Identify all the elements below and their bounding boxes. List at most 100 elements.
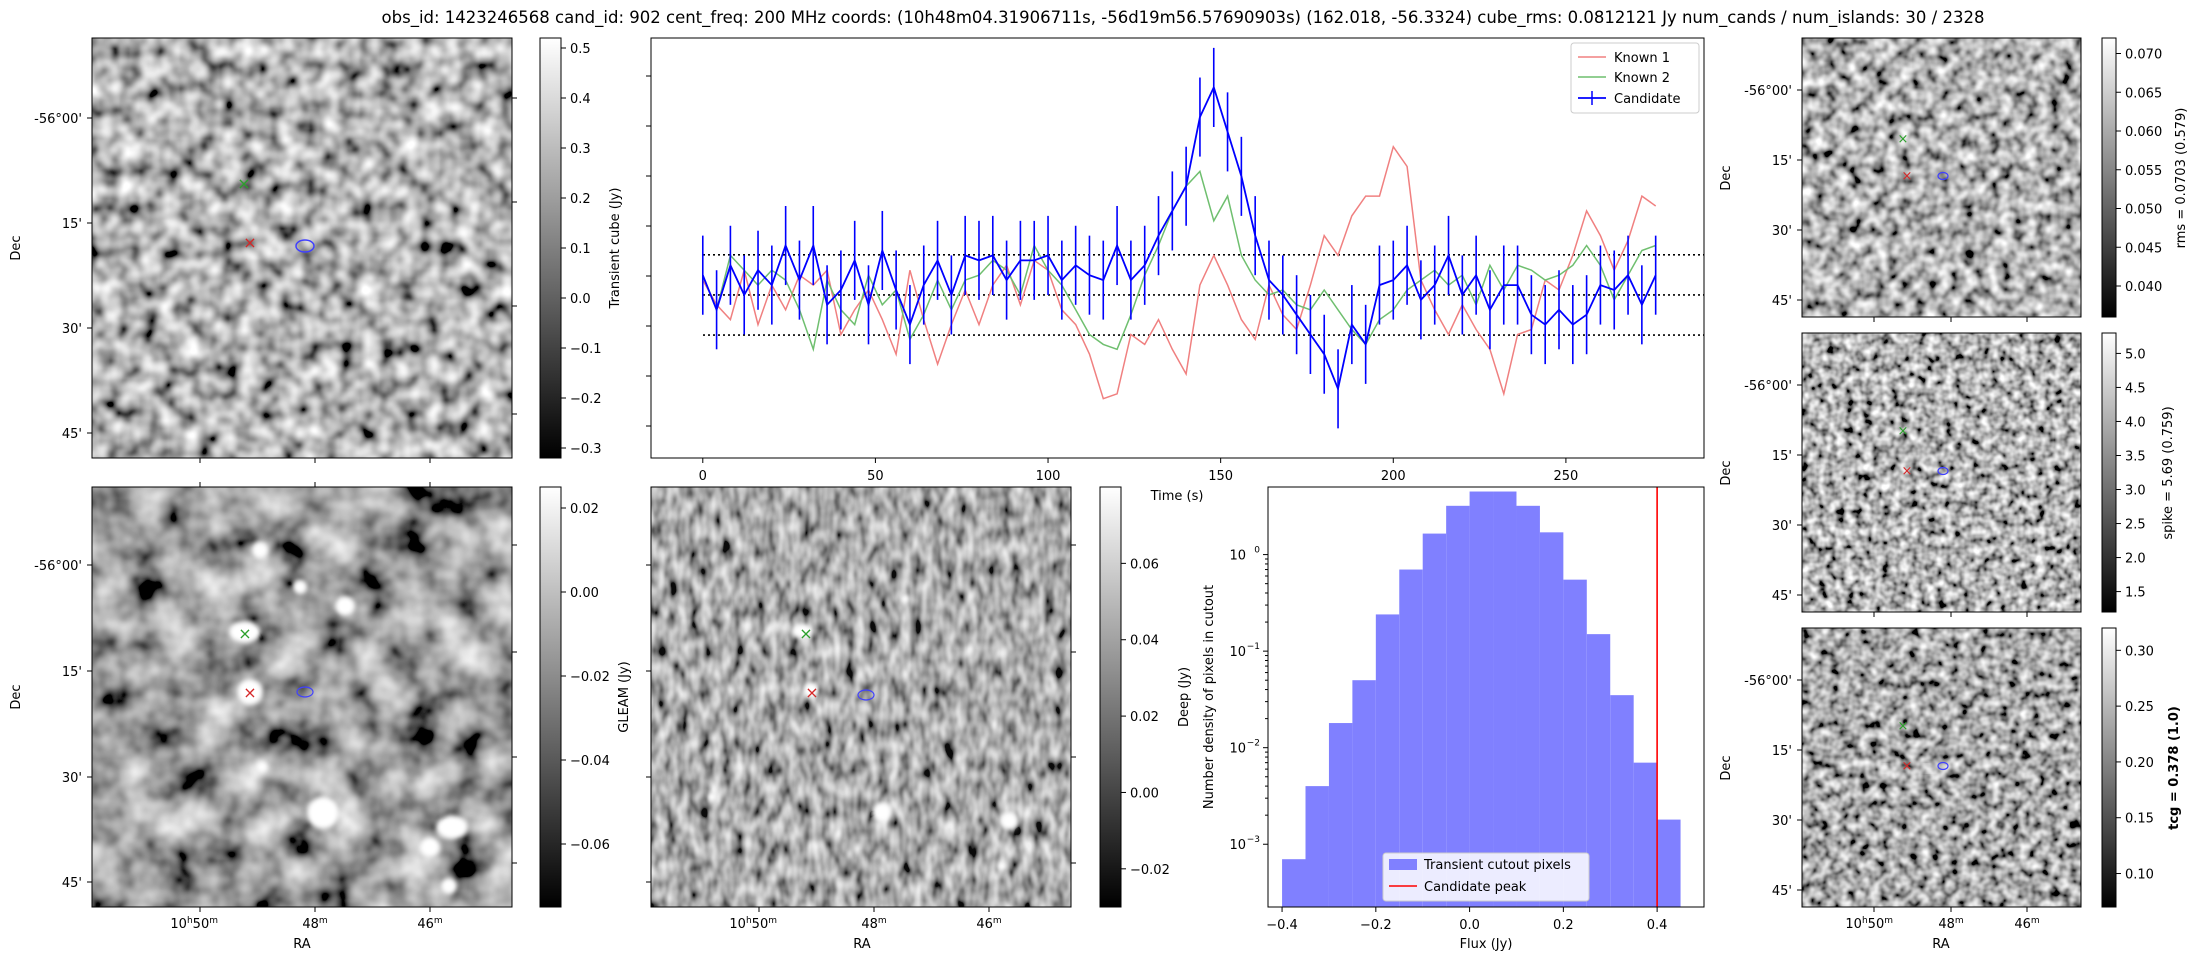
ra-tick-label: 10h50m [729,916,777,932]
colorbar-tick-label: 0.070 [2125,48,2162,63]
colorbar-tick-label: 0.060 [2125,125,2162,140]
histogram-bar [1610,695,1634,907]
colorbar-tick-label: 0.040 [2125,280,2162,295]
colorbar-tick-label: −0.04 [570,754,610,769]
histogram-xtick-label: 0.4 [1647,918,1668,933]
histogram-bar [1352,680,1376,907]
histogram-bar [1282,859,1306,907]
histogram-bar [1563,579,1587,907]
histogram-ylabel: Number density of pixels in cutout [1202,585,1217,809]
ra-axis-label: RA [1932,937,1950,952]
lightcurve-legend: Known 1 Known 2 Candidate [1570,42,1700,114]
histogram-ytick-exponent: −2 [1247,739,1260,749]
lightcurve-xtick-label: 200 [1381,469,1406,484]
colorbar-tick-label: 4.5 [2125,381,2146,396]
colorbar-tick-label: 0.4 [570,92,591,107]
tcg-noise [1802,628,2081,907]
histogram-xtick-label: 0.2 [1553,918,1574,933]
transient-cube-frame [91,37,513,459]
ra-axis-label: RA [293,937,311,952]
legend-transient-label: Transient cutout pixels [1423,858,1571,873]
histogram-bar [1446,505,1470,907]
candidate-contour [295,239,315,253]
dec-tick-label: 45' [62,876,82,891]
lightcurve-frame [650,37,1705,459]
deep-noise [651,487,1071,907]
ra-tick-label: 48m [1938,916,1963,932]
colorbar-tick-label: 0.3 [570,142,591,157]
histogram-ytick-exponent: −1 [1247,642,1260,652]
spike-colorbar-ticks: 5.0 4.5 4.0 3.5 3.0 2.5 2.0 1.5 [2116,347,2146,601]
histogram-ytick-label: 10 [1229,549,1246,564]
histogram-bar [1493,491,1517,907]
dec-tick-label: 30' [62,322,82,337]
colorbar-tick-label: 3.0 [2125,484,2146,499]
colorbar-tick-label: 3.5 [2125,449,2146,464]
histogram-bar [1633,762,1658,907]
legend-known-1-label: Known 1 [1614,51,1670,66]
known-1-marker: × [1902,464,1913,479]
colorbar-tick-label: 0.00 [570,586,599,601]
figure-title: obs_id: 1423246568 cand_id: 902 cent_fre… [382,8,1985,28]
candidate-contour [1937,761,1949,771]
ra-tick-label: 46m [976,916,1001,932]
colorbar-tick-label: 0.5 [570,42,591,57]
lightcurve-xtick-label: 100 [1036,469,1061,484]
histogram-xticks: −0.4 −0.2 0.0 0.2 0.4 [1266,907,1667,933]
gleam-dec-ticks: -56°00' 15' 30' 45' [34,482,517,912]
dec-tick-label: 30' [1772,519,1792,534]
deep-frame [650,486,1072,908]
colorbar-tick-label: 2.5 [2125,518,2146,533]
colorbar-tick-label: 0.050 [2125,203,2162,218]
histogram-ytick-exponent: 0 [1254,546,1260,556]
gleam-colorbar-ticks: 0.02 0.00 −0.02 −0.04 −0.06 [561,502,610,853]
histogram-bar [1375,614,1400,907]
dec-axis-label: Dec [1719,165,1734,190]
ra-tick-label: 46m [2014,916,2039,932]
known-1-marker: × [1902,169,1913,184]
dec-tick-label: 15' [62,665,82,680]
known-1-marker: × [243,683,256,702]
colorbar-tick-label: −0.1 [570,342,602,357]
dec-tick-label: -56°00' [34,112,82,127]
tcg-frame [1801,627,2082,908]
legend-candidate-label: Candidate [1614,92,1680,107]
rms-colorbar [2101,37,2117,318]
candidate-contour [857,689,875,701]
known-2-marker: × [237,174,250,193]
colorbar-tick-label: 1.5 [2125,586,2146,601]
dec-axis-label: Dec [9,235,24,260]
tcg-colorbar-ticks: 0.30 0.25 0.20 0.15 0.10 [2116,644,2154,883]
spike-colorbar [2101,332,2117,613]
histogram-xtick-label: −0.4 [1266,918,1298,933]
gleam-frame [91,486,513,908]
rms-noise [1802,38,2081,317]
histogram-bars [1282,491,1681,907]
rms-colorbar-label: rms = 0.0703 (0.579) [2174,108,2189,249]
histogram-bar [1305,786,1329,907]
dec-tick-label: 45' [1772,294,1792,309]
histogram-bar [1516,505,1540,907]
legend-box [1570,42,1700,114]
colorbar-tick-label: 0.055 [2125,164,2162,179]
gleam-colorbar-label: GLEAM (Jy) [617,661,632,732]
deep-panel: × × 10h50m 48m 46m RA 0.06 0.04 0.02 0.00 −0… [646,486,1192,952]
lightcurve-hlines [703,254,1704,336]
histogram-bar [1469,491,1494,907]
deep-colorbar [1099,486,1122,908]
legend-box [1382,852,1590,902]
histogram-xlabel: Flux (Jy) [1460,937,1513,952]
lightcurve-xtick-label: 150 [1208,469,1233,484]
histogram-legend: Transient cutout pixels Candidate peak [1382,852,1590,902]
dec-tick-label: 30' [62,771,82,786]
colorbar-tick-label: 5.0 [2125,347,2146,362]
known-2-marker: × [1898,719,1909,734]
dec-tick-label: -56°00' [34,559,82,574]
deep-ticks [646,544,1076,912]
dec-tick-label: 45' [1772,589,1792,604]
gleam-colorbar [539,486,562,908]
legend-known-2-label: Known 2 [1614,71,1670,86]
histogram-bar [1328,723,1353,907]
